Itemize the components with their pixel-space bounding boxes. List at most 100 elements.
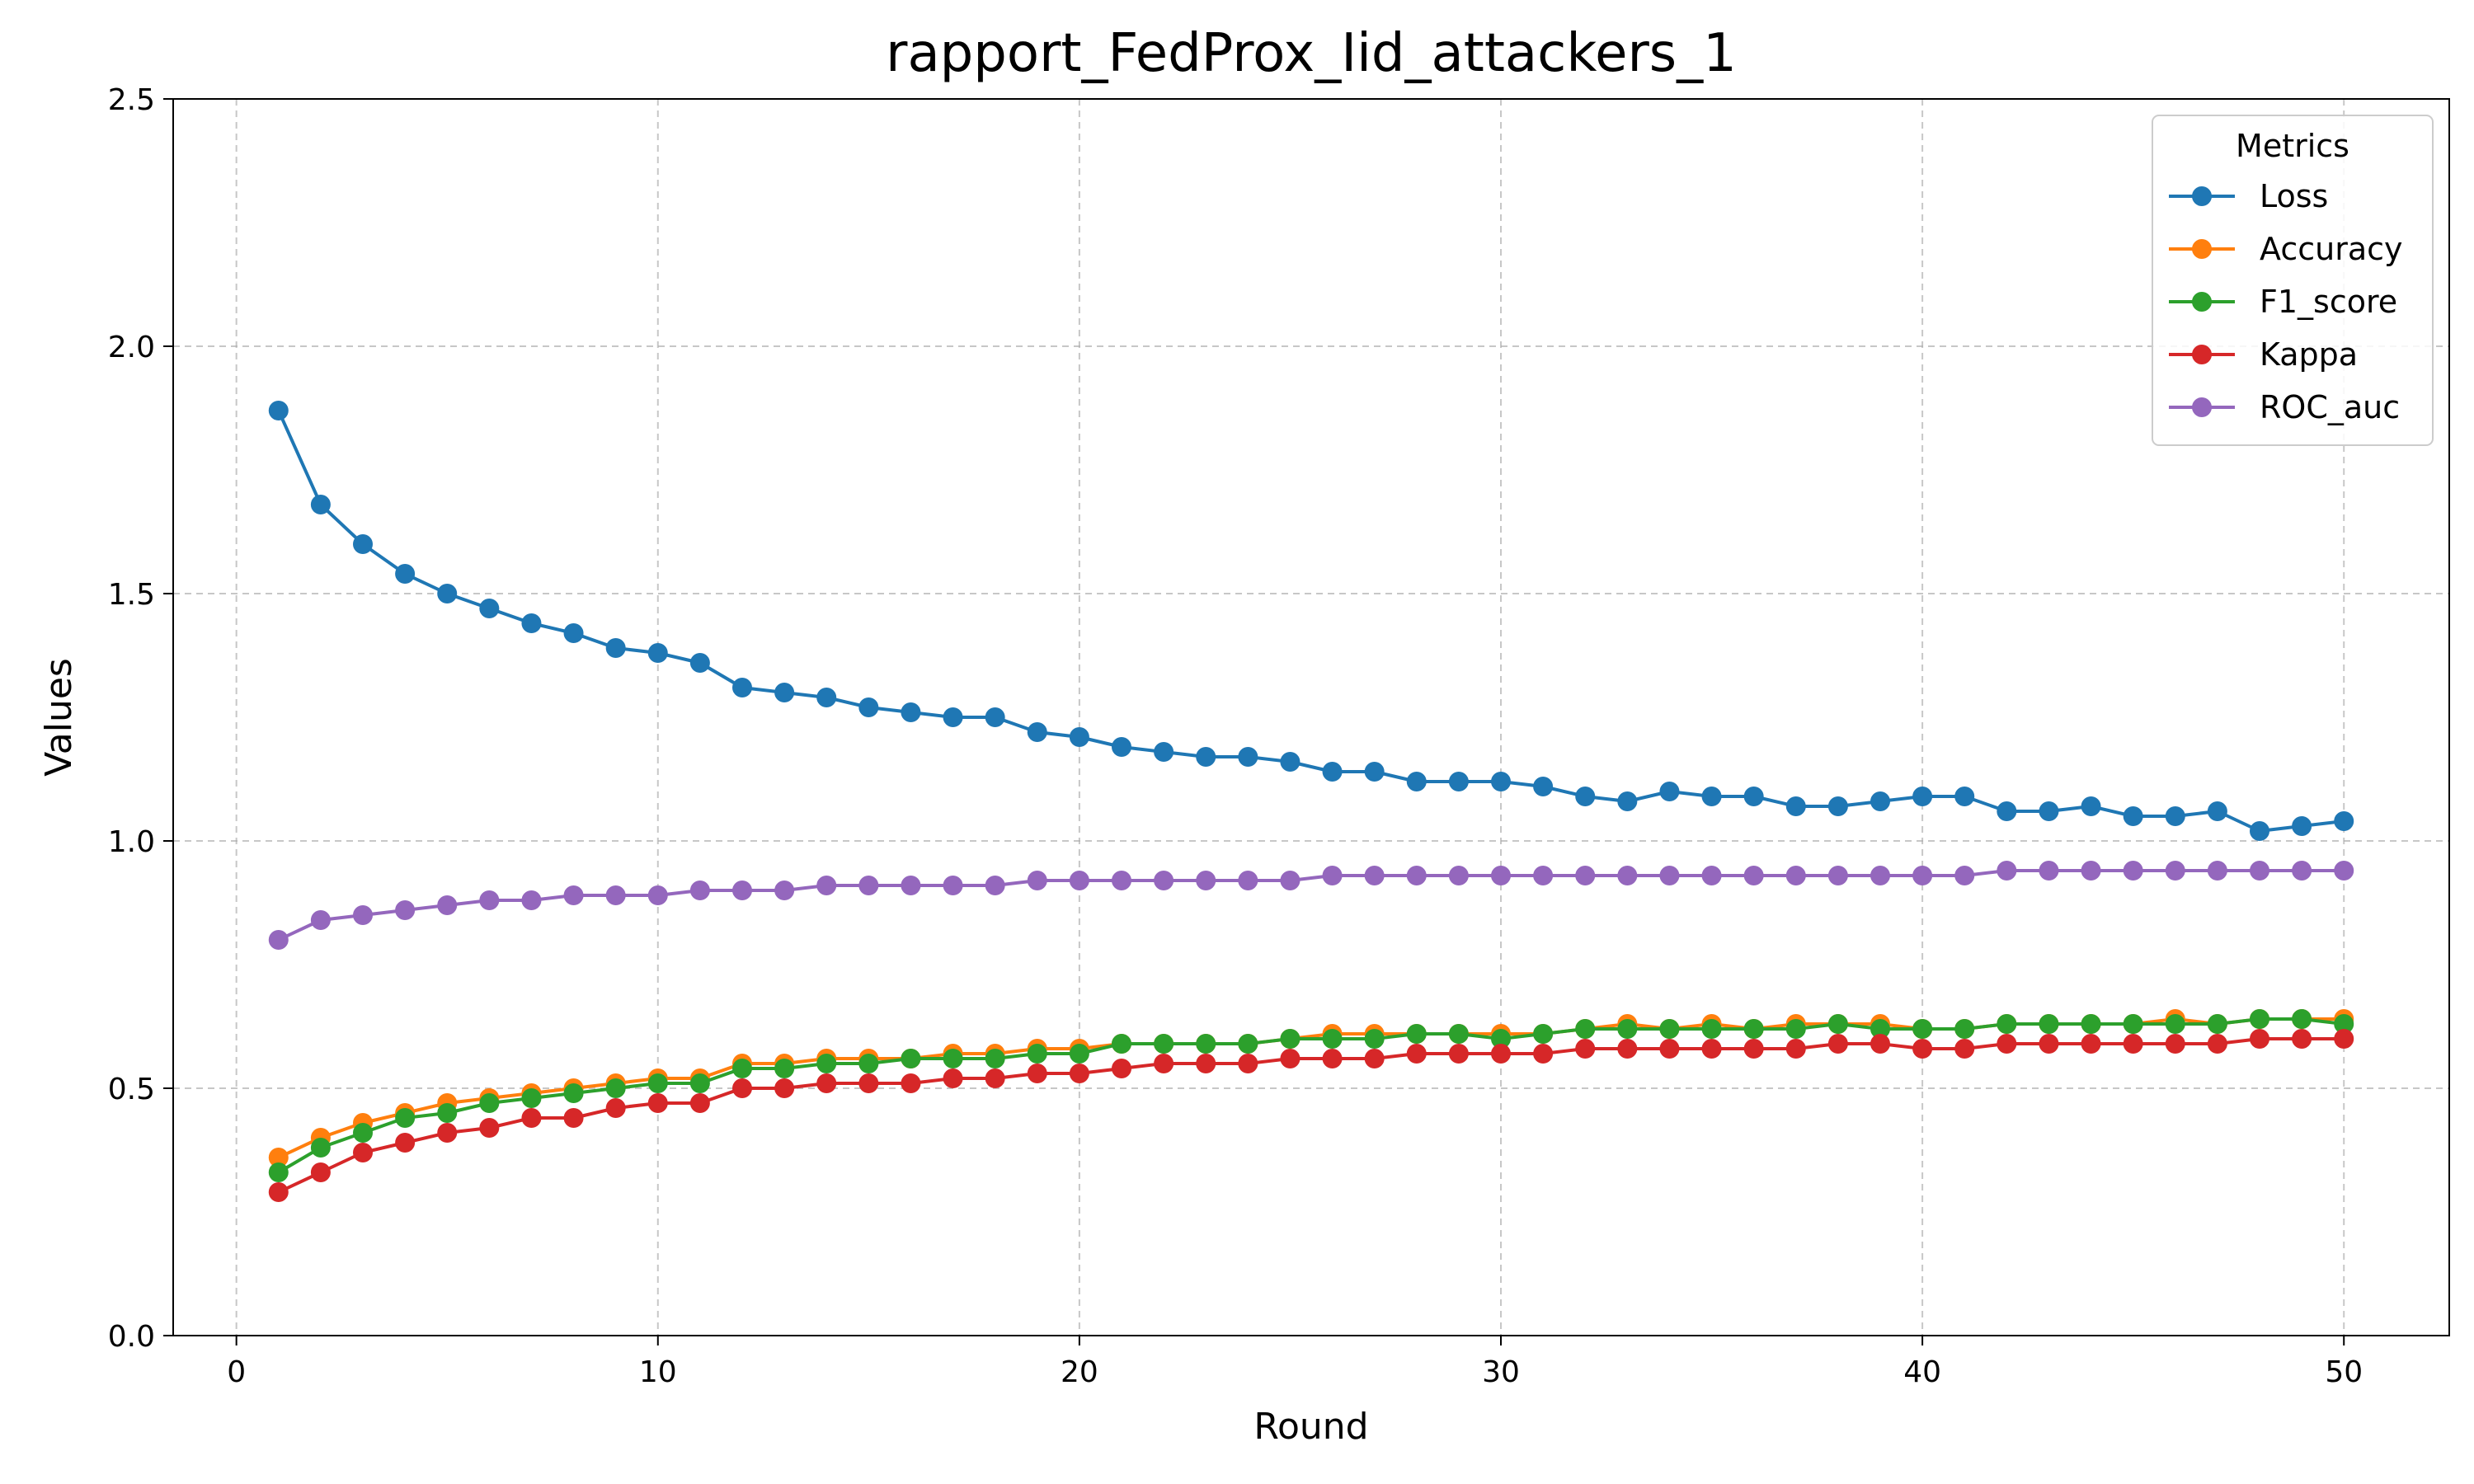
data-point	[1154, 871, 1174, 890]
data-point	[1617, 1019, 1638, 1039]
series-line	[276, 410, 2345, 833]
data-point	[1659, 1019, 1680, 1039]
data-point	[1743, 1039, 1764, 1059]
legend: Metrics Loss Accuracy F1_score Kappa ROC_auc	[2152, 115, 2434, 446]
data-point	[1448, 866, 1469, 885]
data-point	[2123, 1034, 2143, 1054]
data-point	[2292, 1009, 2312, 1029]
data-point	[395, 1108, 416, 1128]
data-point	[2039, 1034, 2059, 1054]
data-point	[1280, 752, 1300, 772]
data-point	[437, 584, 458, 603]
data-point	[732, 1078, 752, 1098]
data-point	[1785, 1019, 1806, 1039]
data-point	[2123, 861, 2143, 881]
data-point	[1196, 1034, 1216, 1054]
data-point	[2081, 796, 2101, 816]
data-point	[2250, 1009, 2269, 1029]
data-point	[1954, 1019, 1975, 1039]
data-point	[1491, 772, 1511, 791]
data-point	[395, 564, 416, 584]
data-point	[1785, 796, 1806, 816]
data-point	[1364, 1029, 1385, 1049]
y-tick-label: 0.5	[108, 1073, 155, 1106]
data-point	[1870, 1034, 1890, 1054]
data-point	[1997, 1034, 2017, 1054]
data-point	[1954, 787, 1975, 806]
data-point	[1827, 796, 1848, 816]
data-point	[2081, 1014, 2101, 1034]
data-point	[268, 1148, 289, 1167]
data-point	[1238, 1034, 1258, 1054]
data-point	[1743, 787, 1764, 806]
data-point	[2292, 1029, 2312, 1049]
data-point	[689, 653, 710, 673]
data-point	[2165, 1014, 2185, 1034]
data-point	[521, 1108, 542, 1128]
data-point	[1617, 1039, 1638, 1059]
data-point	[1912, 1039, 1933, 1059]
data-point	[1701, 1039, 1722, 1059]
data-point	[774, 683, 795, 702]
data-point	[1533, 1044, 1554, 1064]
data-point	[1954, 866, 1975, 885]
data-point	[1196, 747, 1216, 767]
data-point	[943, 876, 963, 895]
legend-item: Kappa	[2169, 336, 2358, 373]
legend-label: ROC_auc	[2260, 389, 2400, 425]
data-point	[2123, 806, 2143, 826]
data-point	[605, 1078, 626, 1098]
data-point	[1069, 727, 1089, 747]
data-point	[689, 1093, 710, 1113]
data-point	[1785, 866, 1806, 885]
data-point	[521, 890, 542, 910]
data-point	[1364, 1049, 1385, 1068]
data-point	[1112, 871, 1131, 890]
series-layer	[268, 401, 2354, 1202]
data-point	[1870, 791, 1890, 811]
data-point	[647, 1093, 668, 1113]
data-point	[1659, 866, 1680, 885]
data-point	[1575, 866, 1596, 885]
data-point	[2250, 821, 2269, 841]
data-point	[521, 1088, 542, 1108]
data-point	[1069, 1044, 1089, 1064]
x-axis-label: Round	[1253, 1406, 1368, 1448]
x-tick-label: 30	[1482, 1355, 1520, 1389]
data-point	[2165, 1034, 2185, 1054]
data-point	[858, 697, 879, 717]
data-point	[1912, 866, 1933, 885]
x-tick-label: 40	[1903, 1355, 1941, 1389]
legend-item: F1_score	[2169, 284, 2397, 320]
data-point	[353, 1143, 373, 1162]
data-point	[605, 1098, 626, 1118]
data-point	[901, 702, 921, 722]
series-f1-score	[268, 1009, 2354, 1182]
legend-label: Loss	[2260, 178, 2328, 214]
grid-layer	[173, 98, 2449, 1336]
x-tick-label: 50	[2325, 1355, 2363, 1389]
data-point	[1280, 1049, 1300, 1068]
data-point	[2334, 861, 2354, 881]
legend-swatch-marker	[2192, 292, 2212, 312]
data-point	[774, 881, 795, 900]
data-point	[563, 1083, 584, 1103]
data-point	[310, 1162, 331, 1182]
data-point	[1027, 1044, 1047, 1064]
data-point	[1027, 871, 1047, 890]
data-point	[943, 1049, 963, 1068]
series-loss	[268, 401, 2354, 841]
data-point	[1575, 787, 1596, 806]
data-point	[1912, 787, 1933, 806]
data-point	[943, 1068, 963, 1088]
data-point	[1575, 1039, 1596, 1059]
data-point	[2334, 1029, 2354, 1049]
axes-layer: 0 10 20 30 40 50 0.0 0.5 1.0 1.5 2.0 2.5	[108, 83, 2363, 1389]
data-point	[395, 900, 416, 920]
data-point	[689, 881, 710, 900]
y-tick-label: 2.0	[108, 331, 155, 364]
data-point	[1870, 866, 1890, 885]
x-tick-label: 10	[639, 1355, 677, 1389]
data-point	[1322, 1029, 1343, 1049]
data-point	[901, 1049, 921, 1068]
